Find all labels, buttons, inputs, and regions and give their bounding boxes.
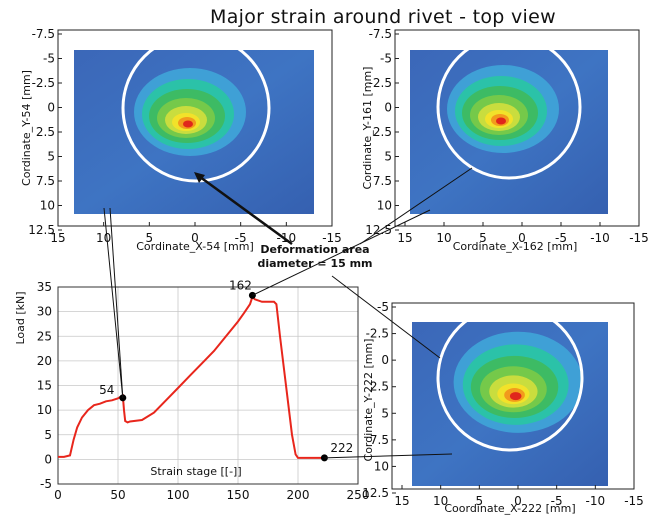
- connector-stage-222: [324, 453, 453, 459]
- x-tick-label: 5: [476, 494, 484, 508]
- stage-marker-label-222: 222: [330, 441, 353, 455]
- deformation-circle: [436, 304, 584, 452]
- stage-marker-label-162: 162: [229, 278, 252, 292]
- x-tick-label: 10: [96, 231, 111, 245]
- y-tick-label: 7.5: [36, 174, 55, 188]
- x-tick-label: -5: [555, 231, 567, 245]
- connector-stage-54: [103, 207, 124, 398]
- strain-contour-level-8: [496, 117, 506, 125]
- x-tick-label: -15: [629, 231, 649, 245]
- y-tick-label: 20: [37, 354, 52, 368]
- annotation-arrowhead-stage-54: [194, 172, 205, 183]
- strain-map-stage-222: -5 -2.5 0 2.5 5 7.5 10 12.5 15 10 5 0 -5 -10 -15 Coordi…: [362, 300, 644, 515]
- y-tick-label: 30: [37, 305, 52, 319]
- x-tick-label: 100: [167, 488, 190, 502]
- y-tick-label: 5: [381, 406, 389, 420]
- y-tick-label: 7.5: [370, 433, 389, 447]
- y-tick-label: 2.5: [36, 125, 55, 139]
- y-tick-label: -5: [40, 477, 52, 491]
- y-tick-label: 5: [384, 150, 392, 164]
- x-axis-label: Strain stage [[-]]: [150, 465, 241, 478]
- x-tick-label: 0: [191, 231, 199, 245]
- y-tick-label: 25: [37, 329, 52, 343]
- y-tick-label: -5: [377, 300, 389, 314]
- y-tick-label: 10: [37, 403, 52, 417]
- strain-contour-level-8: [183, 120, 193, 128]
- x-tick-label: 50: [110, 488, 125, 502]
- y-tick-label: 10: [374, 459, 389, 473]
- chart-plot-border: [57, 286, 359, 485]
- x-tick-label: -10: [277, 231, 297, 245]
- y-tick-label: 35: [37, 280, 52, 294]
- y-tick-label: -2.5: [369, 76, 392, 90]
- x-tick-label: 200: [287, 488, 310, 502]
- y-tick-label: 2.5: [370, 380, 389, 394]
- y-tick-label: 0: [384, 101, 392, 115]
- x-tick-label: -15: [624, 494, 644, 508]
- strain-map-stage-54: -7.5 -5 -2.5 0 2.5 5 7.5 10 12.515 10 5 0 -5 -10 -15 Co…: [20, 27, 342, 253]
- annotation-line-2: diameter = 15 mm: [257, 257, 373, 270]
- y-tick-label: 0: [381, 353, 389, 367]
- y-tick-label: -2.5: [32, 76, 55, 90]
- x-tick-label: 250: [347, 488, 370, 502]
- x-tick-label: -5: [551, 494, 563, 508]
- y-tick-label: -7.5: [32, 27, 55, 41]
- y-tick-label: 12.5: [28, 223, 55, 237]
- load-curve: [58, 295, 325, 459]
- x-tick-label: 150: [227, 488, 250, 502]
- deformation-circle: [121, 33, 271, 183]
- annotation-line-1: Deformation area: [260, 243, 370, 256]
- y-tick-label: 5: [44, 428, 52, 442]
- y-tick-label: -7.5: [369, 27, 392, 41]
- x-tick-label: 0: [54, 488, 62, 502]
- deformation-area-annotation: Deformation area diameter = 15 mm: [250, 243, 380, 271]
- y-tick-label: 0: [47, 101, 55, 115]
- x-axis-label: Coordinate_X-222 [mm]: [444, 502, 575, 515]
- y-axis-label: Cordinate_Y-161 [mm]: [361, 67, 374, 190]
- stage-marker-label-54: 54: [99, 383, 114, 397]
- y-tick-label: 10: [40, 199, 55, 213]
- deformation-circle: [436, 34, 582, 180]
- connector-lines: [103, 167, 473, 459]
- x-axis-label: Cordinate_X-162 [mm]: [453, 240, 578, 253]
- y-tick-label: -5: [43, 52, 55, 66]
- x-tick-label: 10: [436, 231, 451, 245]
- page-title: Major strain around rivet - top view: [210, 6, 556, 28]
- y-tick-label: 10: [377, 199, 392, 213]
- x-tick-label: 5: [146, 231, 154, 245]
- y-tick-label: 15: [37, 379, 52, 393]
- connector-stage-54-b: [109, 207, 124, 398]
- y-tick-label: 2.5: [373, 125, 392, 139]
- x-tick-label: 15: [50, 231, 65, 245]
- y-axis-label: Cordinate_Y-222 [mm]: [362, 339, 375, 462]
- x-tick-label: 0: [518, 231, 526, 245]
- x-tick-label: -5: [235, 231, 247, 245]
- x-tick-label: 15: [397, 231, 412, 245]
- annotation-arrow-stage-162: [359, 167, 473, 245]
- y-axis-label: Cordinate_Y-54 [mm]: [20, 70, 33, 186]
- y-tick-label: 12.5: [362, 486, 389, 500]
- y-tick-label: 0: [44, 452, 52, 466]
- x-tick-label: -10: [586, 494, 606, 508]
- annotation-arrow-stage-222: [331, 275, 441, 359]
- strain-contour-level-8: [509, 392, 522, 401]
- y-tick-label: -2.5: [366, 327, 389, 341]
- x-tick-label: -15: [322, 231, 342, 245]
- x-tick-label: 0: [514, 494, 522, 508]
- x-tick-label: 15: [394, 494, 409, 508]
- x-tick-label: 10: [433, 494, 448, 508]
- y-axis-label: Load [kN]: [14, 291, 27, 344]
- x-tick-label: -10: [590, 231, 610, 245]
- connector-stage-162: [252, 209, 431, 296]
- y-tick-label: 7.5: [373, 174, 392, 188]
- y-tick-label: 5: [47, 150, 55, 164]
- x-axis-label: Cordinate_X-54 [mm]: [136, 240, 254, 253]
- y-tick-label: -5: [380, 52, 392, 66]
- annotation-arrow-stage-54: [195, 172, 293, 246]
- x-tick-label: 5: [479, 231, 487, 245]
